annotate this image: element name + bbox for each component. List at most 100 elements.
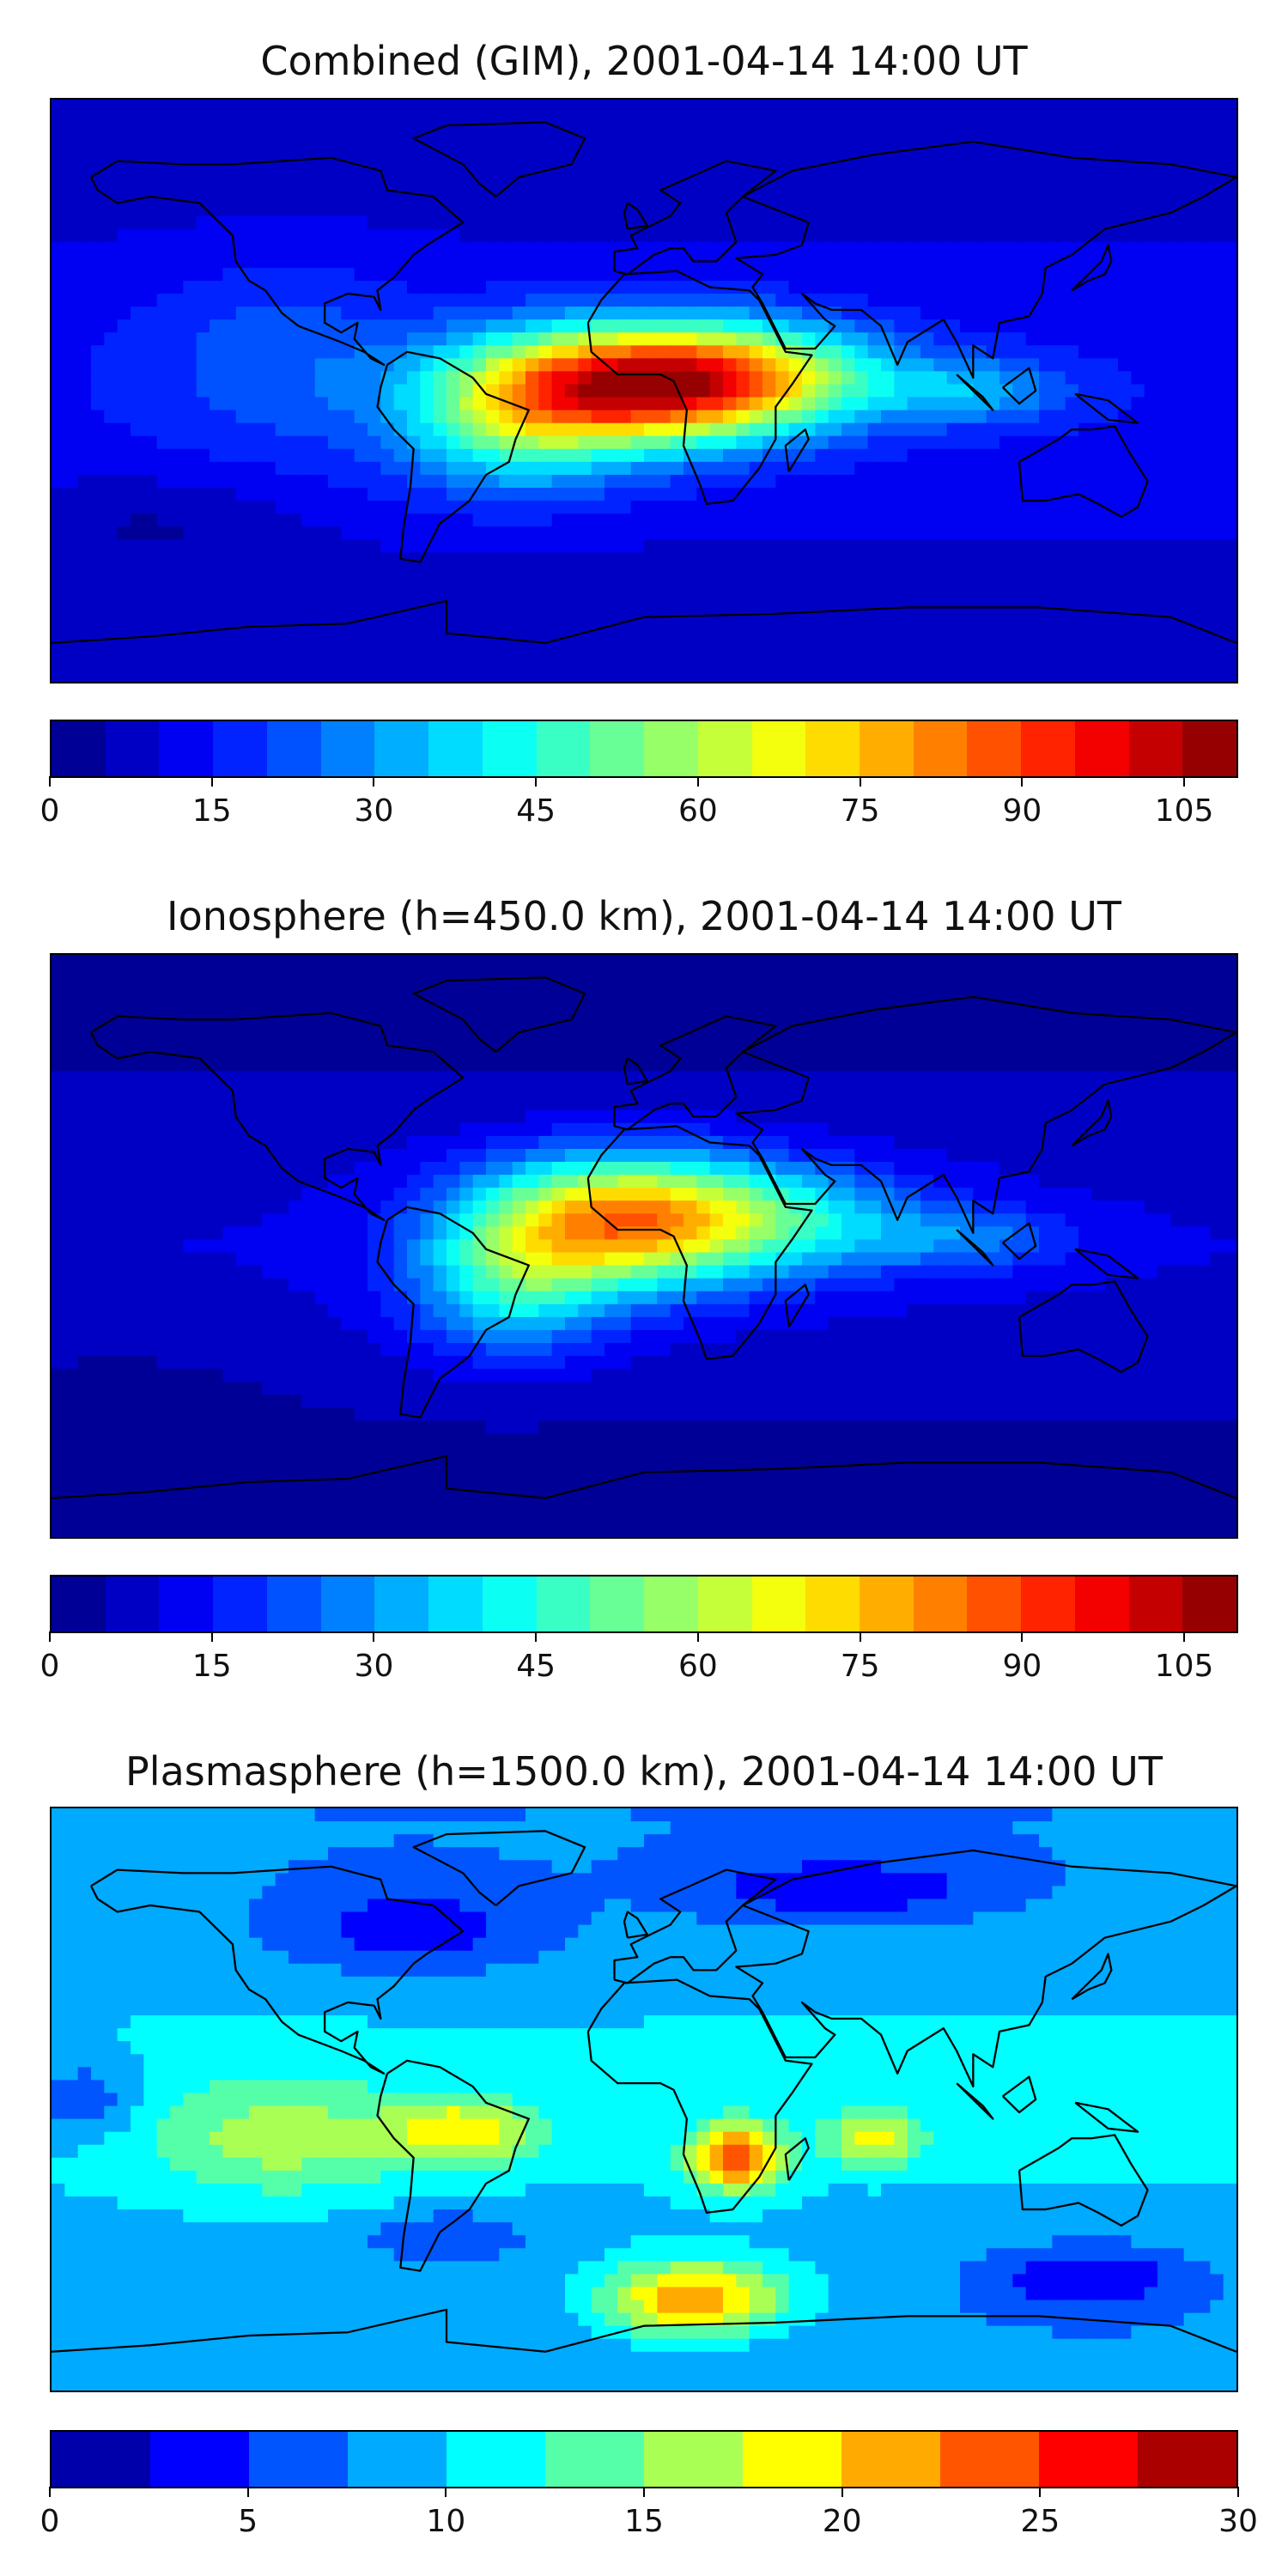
field-cell [605, 371, 619, 386]
field-cell [472, 164, 488, 179]
field-cell [1223, 345, 1236, 360]
field-cell [1039, 371, 1054, 386]
field-cell [301, 216, 316, 230]
field-cell [314, 981, 330, 995]
field-cell [867, 668, 883, 682]
field-cell [380, 513, 395, 528]
field-cell [696, 565, 711, 580]
field-cell [459, 410, 474, 424]
field-cell [249, 629, 264, 644]
field-cell [275, 968, 290, 982]
colorbar-tick [1183, 776, 1186, 787]
field-cell [999, 981, 1014, 995]
field-cell [736, 591, 750, 605]
field-cell [1052, 345, 1066, 360]
field-cell [1052, 539, 1066, 554]
field-cell [196, 267, 211, 283]
field-cell [788, 203, 804, 217]
field-cell [433, 216, 448, 230]
field-cell [894, 1032, 908, 1047]
field-cell [262, 1019, 276, 1034]
field-cell [472, 190, 488, 204]
field-cell [999, 968, 1014, 982]
field-cell [1170, 981, 1185, 995]
field-cell [933, 112, 948, 127]
field-cell [512, 1045, 527, 1060]
field-cell [380, 968, 395, 982]
colorbar-tick [373, 776, 375, 787]
field-cell [301, 358, 316, 373]
panel-1-title: Combined (GIM), 2001-04-14 14:00 UT [260, 38, 1028, 84]
field-cell [605, 1006, 619, 1021]
field-cell [933, 591, 948, 605]
field-cell [77, 358, 93, 373]
field-cell [1210, 617, 1224, 631]
field-cell [1157, 993, 1172, 1008]
field-cell [235, 552, 251, 567]
field-cell [117, 358, 132, 373]
field-cell [960, 216, 975, 230]
field-cell [960, 332, 975, 347]
field-cell [1183, 371, 1199, 386]
field-cell [894, 241, 908, 256]
field-cell [393, 617, 409, 631]
field-cell [526, 461, 540, 477]
field-cell [262, 461, 276, 477]
field-cell [841, 138, 856, 153]
field-cell [973, 332, 987, 347]
field-cell [77, 539, 93, 554]
field-cell [486, 1019, 501, 1034]
field-cell [894, 993, 908, 1008]
field-cell [262, 617, 276, 631]
field-cell [447, 539, 461, 554]
field-cell [1039, 488, 1054, 502]
field-cell [1223, 397, 1236, 411]
field-cell [196, 280, 211, 295]
field-cell [657, 955, 671, 969]
field-cell [986, 655, 1001, 671]
field-cell [881, 1045, 896, 1060]
field-cell [328, 642, 343, 657]
field-cell [907, 591, 922, 605]
field-cell [1052, 435, 1066, 450]
field-cell [249, 190, 264, 204]
field-cell [630, 968, 646, 982]
field-cell [447, 604, 461, 618]
field-cell [170, 280, 185, 295]
field-cell [196, 1071, 211, 1085]
field-cell [1131, 203, 1145, 217]
field-cell [420, 294, 434, 308]
field-cell [117, 294, 132, 308]
field-cell [723, 384, 738, 398]
field-cell [156, 410, 172, 424]
field-cell [301, 410, 316, 424]
field-cell [1091, 319, 1106, 334]
field-cell [881, 190, 896, 204]
field-cell [499, 604, 513, 618]
field-cell [486, 307, 501, 321]
field-cell [605, 138, 619, 153]
field-cell [630, 332, 646, 347]
field-cell [683, 332, 698, 347]
field-cell [551, 501, 567, 515]
field-cell [828, 164, 843, 179]
field-cell [289, 125, 303, 140]
field-cell [973, 371, 987, 386]
field-cell [1183, 384, 1199, 398]
field-cell [143, 513, 158, 528]
field-cell [551, 642, 567, 657]
field-cell [802, 332, 817, 347]
field-cell [459, 228, 474, 243]
field-cell [1012, 539, 1027, 554]
field-cell [841, 294, 856, 308]
field-cell [77, 565, 93, 580]
field-cell [354, 138, 369, 153]
field-cell [486, 668, 501, 682]
field-cell [920, 228, 935, 243]
field-cell [1025, 565, 1041, 580]
field-cell [393, 422, 409, 437]
field-cell [749, 294, 764, 308]
field-cell [1039, 1032, 1054, 1047]
field-cell [235, 461, 251, 477]
field-cell [486, 501, 501, 515]
